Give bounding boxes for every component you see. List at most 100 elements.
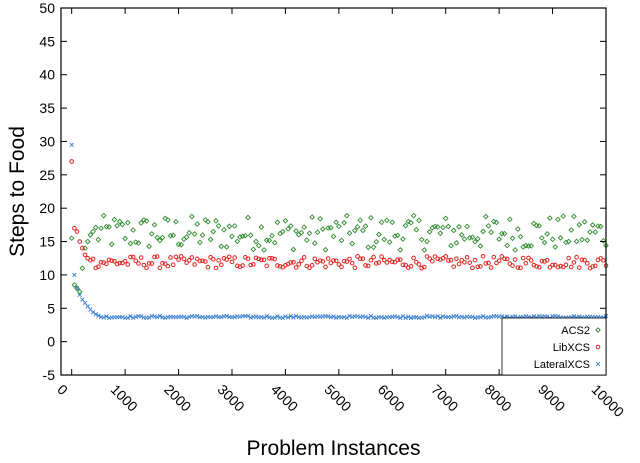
y-tick-label: 20	[39, 200, 55, 216]
lateralxcs-point	[157, 313, 163, 319]
acs2-point	[424, 238, 430, 245]
acs2-point	[408, 219, 414, 226]
libxcs-point	[395, 257, 400, 263]
acs2-point	[555, 216, 561, 223]
libxcs-point	[488, 265, 494, 270]
libxcs-point	[197, 258, 203, 264]
acs2-point	[378, 219, 385, 226]
libxcs-point	[344, 259, 350, 264]
lateralxcs-point	[138, 314, 144, 319]
acs2-point	[565, 238, 572, 245]
libxcs-point	[301, 255, 307, 260]
libxcs-point	[472, 257, 478, 263]
lateralxcs-point	[454, 313, 459, 319]
acs2-point	[202, 217, 209, 223]
acs2-point	[237, 234, 243, 240]
y-tick-label: 35	[39, 100, 55, 116]
libxcs-point	[98, 260, 104, 265]
acs2-point	[392, 233, 398, 239]
acs2-point	[541, 239, 548, 246]
acs2-point	[474, 235, 481, 242]
lateralxcs-point	[125, 315, 131, 321]
acs2-point	[490, 218, 497, 225]
lateralxcs-point	[224, 313, 229, 319]
acs2-point	[528, 243, 535, 249]
lateralxcs-point	[120, 314, 125, 320]
lateralxcs-point	[181, 314, 187, 320]
libxcs-point	[160, 260, 165, 266]
acs2-point	[135, 240, 142, 246]
acs2-point	[461, 236, 468, 242]
legend-label-acs2: ACS2	[561, 325, 590, 337]
acs2-point	[74, 285, 80, 292]
lateralxcs-point	[261, 315, 267, 320]
lateralxcs-point	[531, 314, 537, 319]
acs2-point	[346, 230, 353, 236]
libxcs-point	[259, 257, 264, 263]
libxcs-point	[483, 261, 489, 266]
acs2-point	[71, 282, 78, 288]
acs2-point	[210, 228, 217, 235]
acs2-point	[589, 222, 596, 228]
acs2-point	[440, 224, 446, 231]
libxcs-point	[571, 260, 577, 265]
acs2-point	[183, 234, 190, 240]
libxcs-point	[416, 262, 422, 267]
lateralxcs-point	[101, 315, 106, 320]
lateralxcs-point	[424, 313, 430, 319]
libxcs-point	[576, 265, 582, 270]
libxcs-point	[269, 256, 275, 261]
acs2-point	[368, 214, 374, 221]
acs2-point	[76, 288, 83, 295]
acs2-point	[547, 215, 553, 221]
acs2-point	[394, 232, 401, 239]
lateralxcs-point	[400, 314, 406, 319]
x-tick-label: 5000	[321, 381, 354, 414]
libxcs-point	[312, 256, 318, 262]
acs2-point	[239, 233, 246, 240]
acs2-point	[95, 236, 102, 243]
libxcs-point	[510, 263, 515, 268]
acs2-point	[549, 236, 556, 243]
acs2-point	[271, 239, 278, 246]
libxcs-point	[518, 265, 523, 271]
acs2-point	[501, 230, 508, 237]
legend-marker-lateralxcs	[595, 361, 601, 367]
acs2-point	[442, 215, 449, 222]
libxcs-point	[593, 263, 598, 269]
acs2-point	[306, 230, 313, 237]
acs2-point	[130, 227, 136, 233]
acs2-point	[544, 231, 551, 237]
acs2-point	[597, 223, 604, 230]
libxcs-point	[392, 259, 398, 265]
acs2-point	[138, 220, 144, 226]
lateralxcs-point	[448, 315, 454, 320]
lateralxcs-point	[69, 142, 74, 148]
libxcs-point	[210, 256, 216, 262]
libxcs-point	[192, 262, 197, 267]
acs2-point	[552, 244, 559, 250]
libxcs-point	[357, 256, 363, 261]
acs2-point	[143, 218, 150, 224]
libxcs-point	[446, 258, 451, 263]
libxcs-point	[520, 255, 526, 261]
acs2-point	[261, 247, 267, 253]
libxcs-point	[149, 261, 155, 266]
lateralxcs-point	[133, 314, 139, 320]
libxcs-point	[251, 262, 256, 267]
libxcs-point	[82, 252, 88, 258]
acs2-point	[512, 247, 519, 253]
acs2-point	[515, 226, 521, 232]
libxcs-point	[205, 264, 211, 270]
lateralxcs-point	[259, 314, 264, 320]
acs2-point	[106, 224, 112, 230]
acs2-point	[122, 235, 128, 242]
acs2-point	[116, 218, 123, 225]
libxcs-point	[499, 254, 505, 259]
acs2-point	[466, 235, 473, 241]
acs2-point	[488, 229, 494, 236]
libxcs-point	[213, 265, 219, 271]
libxcs-point	[184, 260, 189, 265]
lateralxcs-point	[422, 315, 427, 320]
libxcs-point	[563, 262, 569, 268]
